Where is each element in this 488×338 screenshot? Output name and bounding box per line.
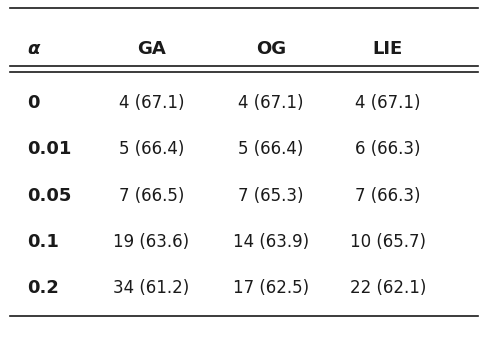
Text: 4 (67.1): 4 (67.1): [119, 94, 184, 112]
Text: 0.2: 0.2: [27, 279, 59, 297]
Text: 7 (66.3): 7 (66.3): [355, 187, 421, 205]
Text: GA: GA: [137, 40, 165, 58]
Text: 6 (66.3): 6 (66.3): [355, 140, 421, 159]
Text: 34 (61.2): 34 (61.2): [113, 279, 189, 297]
Text: 0.05: 0.05: [27, 187, 71, 205]
Text: 0.01: 0.01: [27, 140, 71, 159]
Text: 19 (63.6): 19 (63.6): [113, 233, 189, 251]
Text: 14 (63.9): 14 (63.9): [233, 233, 309, 251]
Text: 0: 0: [27, 94, 40, 112]
Text: 22 (62.1): 22 (62.1): [350, 279, 426, 297]
Text: 10 (65.7): 10 (65.7): [350, 233, 426, 251]
Text: 17 (62.5): 17 (62.5): [233, 279, 309, 297]
Text: 4 (67.1): 4 (67.1): [355, 94, 421, 112]
Text: 4 (67.1): 4 (67.1): [238, 94, 304, 112]
Text: 5 (66.4): 5 (66.4): [119, 140, 184, 159]
Text: 7 (65.3): 7 (65.3): [238, 187, 304, 205]
Text: 5 (66.4): 5 (66.4): [238, 140, 304, 159]
Text: α: α: [27, 40, 39, 58]
Text: 7 (66.5): 7 (66.5): [119, 187, 184, 205]
Text: LIE: LIE: [373, 40, 403, 58]
Text: OG: OG: [256, 40, 286, 58]
Text: 0.1: 0.1: [27, 233, 59, 251]
